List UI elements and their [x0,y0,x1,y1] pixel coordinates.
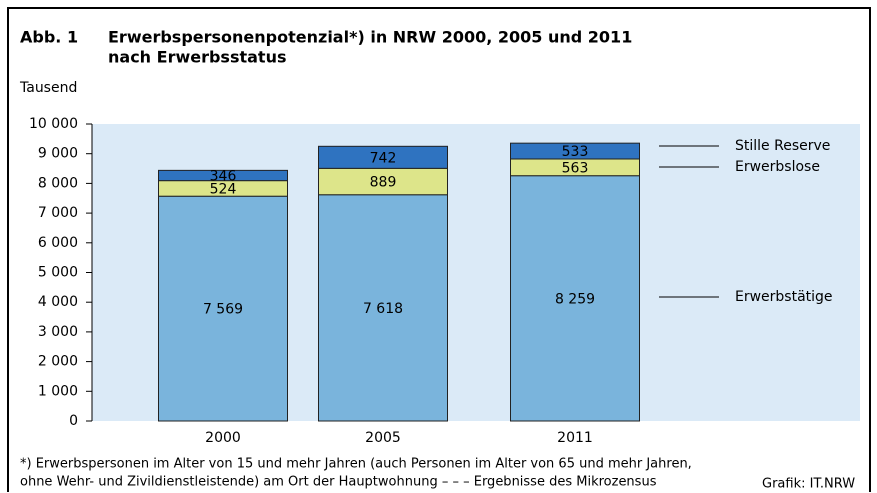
data-label: 742 [370,150,397,166]
data-label: 7 569 [203,302,243,318]
data-label: 524 [210,181,237,197]
footnote: *) Erwerbspersonen im Alter von 15 und m… [20,457,692,472]
data-label: 7 618 [363,301,403,317]
data-label: 563 [562,160,589,176]
y-tick-label: 1 000 [38,383,78,399]
y-tick-label: 7 000 [38,205,78,221]
data-label: 889 [370,175,397,191]
y-tick-label: 3 000 [38,324,78,340]
data-label: 8 259 [555,291,595,307]
y-tick-label: 4 000 [38,294,78,310]
legend-label: Stille Reserve [735,138,830,154]
y-tick-label: 10 000 [29,116,78,132]
chart-title: Erwerbspersonenpotenzial*) in NRW 2000, … [108,28,632,47]
y-tick-label: 9 000 [38,146,78,162]
bar-segment [158,195,288,422]
chart-subtitle: nach Erwerbsstatus [108,48,286,67]
x-tick-label: 2000 [205,430,241,446]
x-tick-label: 2005 [365,430,401,446]
bar-segment [510,142,640,160]
bar-segment [510,175,640,422]
data-label: 533 [562,144,589,160]
bar-segment [318,167,448,196]
y-tick-label: 6 000 [38,235,78,251]
footnote: ohne Wehr- und Zivildienstleistende) am … [20,475,657,490]
y-tick-label: 8 000 [38,175,78,191]
y-tick-label: 5 000 [38,265,78,281]
bar-segment [158,169,288,182]
legend-label: Erwerbstätige [735,289,833,305]
y-tick-label: 2 000 [38,354,78,370]
data-label: 346 [210,168,237,184]
x-tick-label: 2011 [557,430,593,446]
bar-segment [318,145,448,169]
frame [7,7,871,492]
legend-label: Erwerbslose [735,159,820,175]
source: Grafik: IT.NRW [762,477,855,492]
title-label: Abb. 1 [20,28,78,47]
y-axis-label: Tausend [19,80,77,96]
y-tick-label: 0 [69,413,78,429]
